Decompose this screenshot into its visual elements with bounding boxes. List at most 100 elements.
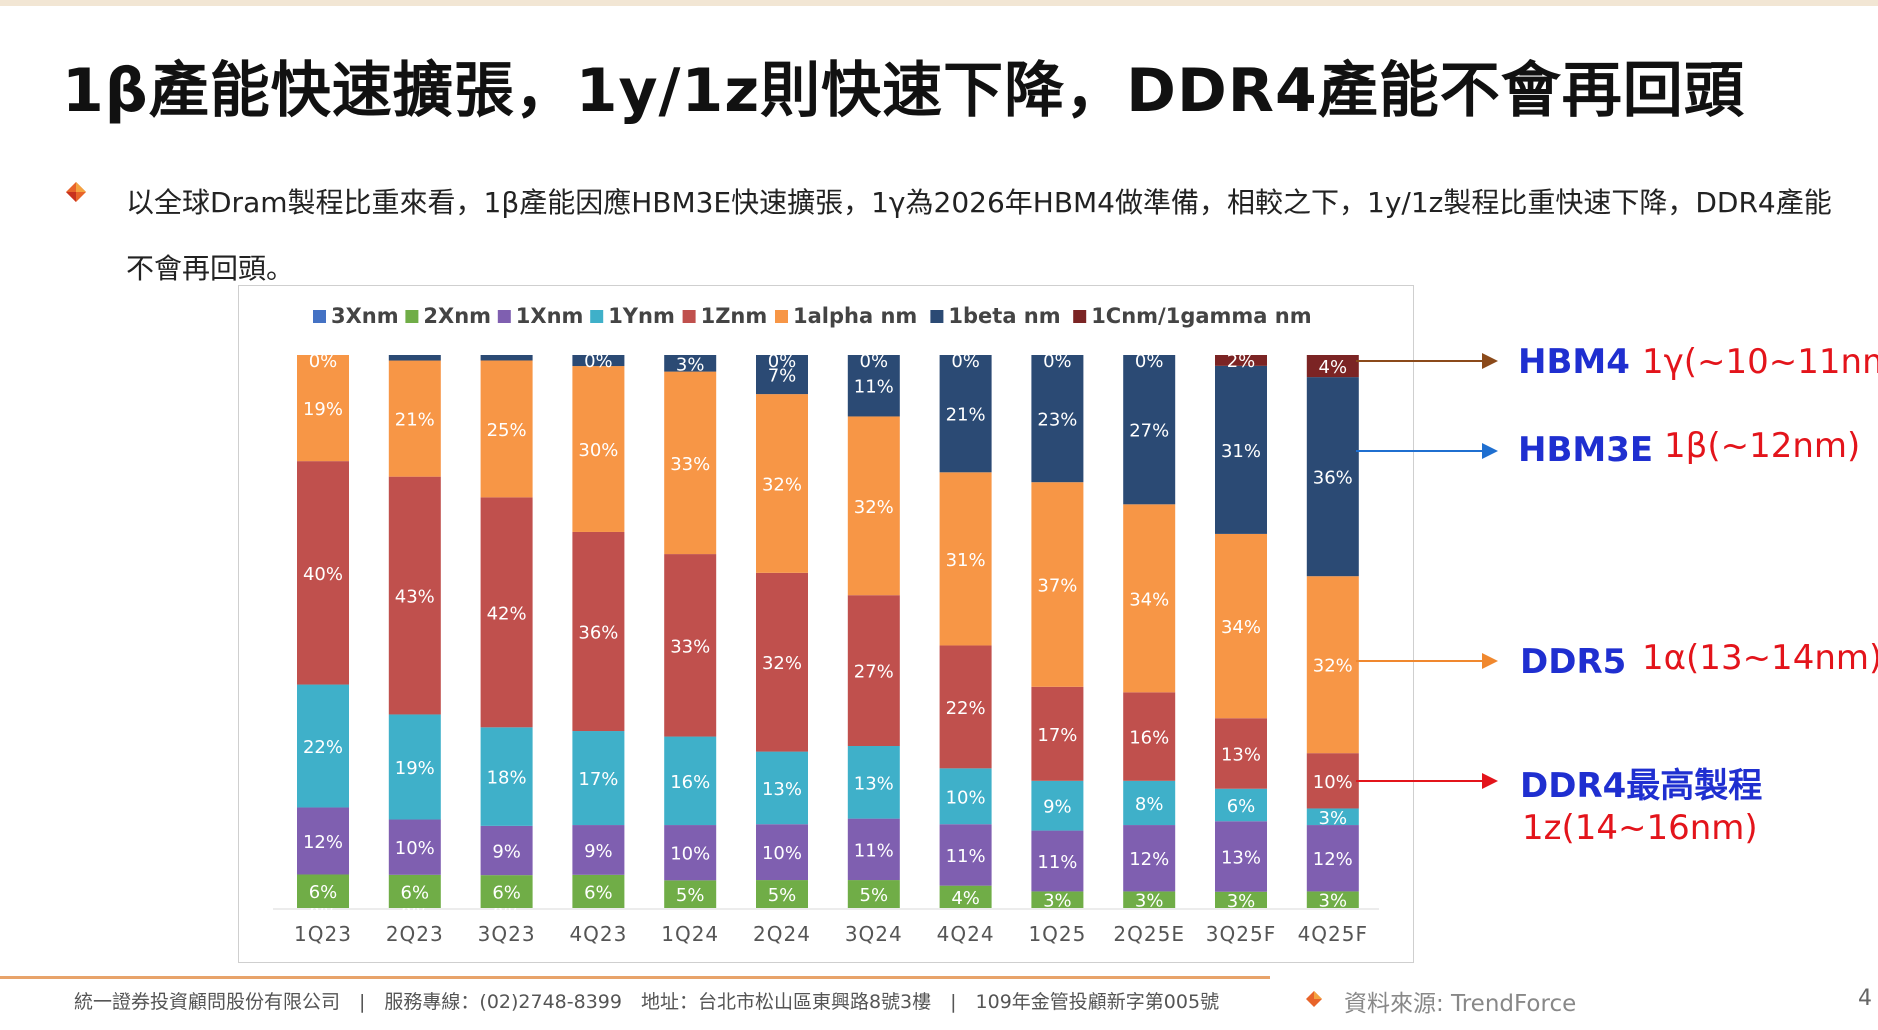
bar-11-series-6 [1306,377,1359,577]
bar-11-series-4 [1306,753,1359,809]
data-label-9-2: 12% [1129,849,1169,870]
data-label-2-4: 42% [487,603,527,624]
stacked-bar-chart: 3Xnm 2Xnm 1Xnm 1Ynm 1Znm 1alpha nm 1beta nm 1Cn… [273,304,1379,946]
bar-5-series-6 [756,355,808,395]
bar-2-series-4 [480,497,533,728]
data-label-7-3: 10% [946,787,986,808]
data-label-1-2: 10% [395,838,435,859]
data-label-3-7: 0% [584,351,613,372]
data-label-11-3: 3% [1319,808,1348,829]
data-label-10-2: 13% [1221,847,1261,868]
bar-6-series-6 [847,355,900,417]
data-label-11-6: 36% [1313,468,1353,489]
bar-3-series-2 [572,825,625,875]
bar-10-series-5 [1215,533,1267,719]
bar-4-series-2 [664,825,717,881]
data-label-11-1: 3% [1319,891,1348,912]
data-label-0-4: 40% [303,564,343,585]
data-label-4-2: 10% [670,844,710,865]
chart-frame: 3Xnm 2Xnm 1Xnm 1Ynm 1Znm 1alpha nm 1beta nm 1Cn… [238,285,1414,963]
bar-5-series-1 [756,880,808,908]
annotation-note-hbm4: 1γ(~10~11nm) [1642,342,1878,382]
data-label-7-1: 4% [951,888,980,909]
bar-4-series-1 [664,880,717,908]
data-label-6-2: 11% [854,840,894,861]
footer-divider [0,976,1270,979]
data-label-0-5: 19% [303,399,343,420]
bar-7-series-4 [939,645,992,769]
arrow-head-icon [1482,653,1498,669]
bar-8-series-3 [1031,780,1084,831]
bar-11-series-2 [1306,825,1359,892]
data-label-9-4: 16% [1129,728,1169,749]
bar-7-series-2 [939,824,992,886]
bar-4-series-3 [664,736,717,826]
data-label-6-3: 13% [854,773,894,794]
data-label-5-2: 10% [762,843,802,864]
legend-label-6: 1beta nm [948,304,1060,328]
diamond-bullet-icon [66,182,86,202]
x-tick-label-10: 3Q25F [1206,922,1276,946]
bar-1-series-3 [388,714,441,820]
data-label-9-1: 3% [1135,891,1164,912]
bar-10-series-6 [1215,365,1267,534]
data-label-5-1: 5% [768,885,797,906]
data-label-10-7: 2% [1227,351,1256,372]
diamond-bullet-icon [1306,991,1322,1007]
data-label-4-5: 33% [670,454,710,475]
bar-9-series-2 [1123,825,1176,892]
bar-1-series-1 [388,874,441,908]
data-label-10-3: 6% [1227,796,1256,817]
bar-0-series-5 [297,355,349,462]
bar-7-series-6 [939,355,992,473]
bar-8-series-4 [1031,686,1084,781]
data-label-6-1: 5% [860,885,889,906]
bar-1-series-2 [388,819,441,875]
data-label-7-5: 31% [946,550,986,571]
bar-4-series-4 [664,554,717,737]
data-label-8-4: 17% [1037,725,1077,746]
bar-7-series-3 [939,768,992,825]
bar-0-series-1 [297,874,349,908]
legend-label-5: 1alpha nm [793,304,917,328]
bar-6-series-5 [847,416,900,596]
legend-swatch-4 [682,310,696,323]
bar-7-series-1 [939,885,992,908]
data-label-1-3: 19% [395,758,435,779]
legend-swatch-1 [405,310,419,323]
data-label-0-0: 0% [309,904,338,925]
data-label-0-7: 0% [309,351,338,372]
data-label-11-2: 12% [1313,849,1353,870]
legend-label-1: 2Xnm [423,304,491,328]
legend-swatch-3 [590,310,604,323]
x-tick-label-1: 2Q23 [386,922,444,946]
bar-1-series-6 [388,355,441,361]
legend-swatch-6 [930,310,944,323]
data-label-1-0: 0% [401,904,430,925]
x-tick-label-11: 4Q25F [1298,922,1368,946]
legend-label-2: 1Xnm [516,304,584,328]
data-label-3-2: 9% [584,841,613,862]
data-label-2-1: 6% [492,883,521,904]
legend-label-3: 1Ynm [608,304,675,328]
data-label-11-5: 32% [1313,656,1353,677]
page-number: 4 [1858,986,1872,1011]
data-label-2-0: 0% [492,904,521,925]
data-label-5-7: 0% [768,351,797,372]
bar-2-series-6 [480,355,533,361]
data-label-11-4: 10% [1313,772,1353,793]
data-label-5-5: 32% [762,474,802,495]
data-label-7-7: 0% [951,351,980,372]
data-label-4-6: 3% [676,354,705,375]
data-label-0-3: 22% [303,737,343,758]
bar-1-series-4 [388,476,441,715]
legend-swatch-5 [775,310,788,323]
bar-8-series-1 [1031,891,1084,908]
data-label-1-4: 43% [395,587,435,608]
bar-3-series-4 [572,531,625,732]
arrow-head-icon [1482,773,1498,789]
data-label-1-5: 21% [395,410,435,431]
bar-3-series-6 [572,355,625,367]
bar-3-series-3 [572,731,625,826]
bar-5-series-5 [756,394,808,573]
